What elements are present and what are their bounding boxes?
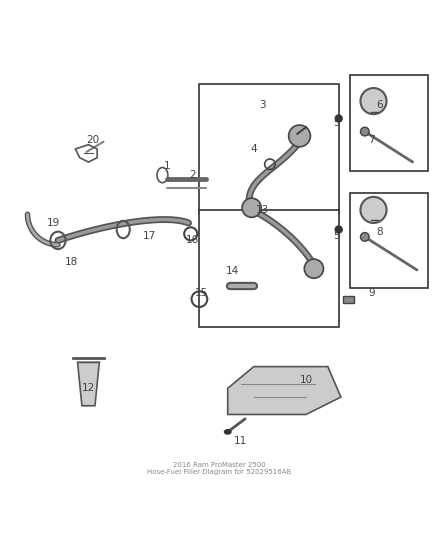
Bar [350, 192, 428, 288]
Circle shape [289, 125, 311, 147]
Polygon shape [78, 362, 99, 406]
Text: 13: 13 [256, 205, 269, 215]
Text: 2: 2 [190, 170, 196, 180]
Text: 1: 1 [163, 161, 170, 172]
Text: 18: 18 [64, 257, 78, 267]
Circle shape [242, 198, 261, 217]
Text: 20: 20 [86, 135, 99, 146]
Text: 14: 14 [226, 266, 239, 276]
Text: 8: 8 [377, 227, 383, 237]
Text: 5: 5 [333, 231, 340, 241]
Bar [199, 210, 339, 327]
Text: 16: 16 [186, 236, 200, 245]
Text: 9: 9 [368, 288, 374, 297]
Text: 4: 4 [251, 144, 257, 154]
Polygon shape [228, 367, 341, 415]
Circle shape [335, 226, 342, 233]
Circle shape [335, 115, 342, 122]
Text: 15: 15 [195, 288, 208, 297]
Circle shape [360, 88, 387, 114]
Text: 3: 3 [259, 100, 266, 110]
Bar [343, 296, 354, 303]
Circle shape [360, 197, 387, 223]
Text: 19: 19 [47, 218, 60, 228]
Text: 11: 11 [234, 435, 247, 446]
Text: 7: 7 [368, 135, 374, 146]
Text: 5: 5 [333, 118, 340, 128]
Text: 2016 Ram ProMaster 2500
Hose-Fuel Filler Diagram for 52029516AB: 2016 Ram ProMaster 2500 Hose-Fuel Filler… [147, 463, 291, 475]
Text: 17: 17 [143, 231, 156, 241]
Circle shape [360, 232, 369, 241]
Bar [350, 75, 428, 171]
Text: 6: 6 [377, 100, 383, 110]
Bar [199, 84, 339, 214]
Text: 12: 12 [82, 383, 95, 393]
Circle shape [304, 259, 323, 278]
Text: 10: 10 [300, 375, 313, 385]
Circle shape [360, 127, 369, 136]
Ellipse shape [224, 430, 231, 434]
